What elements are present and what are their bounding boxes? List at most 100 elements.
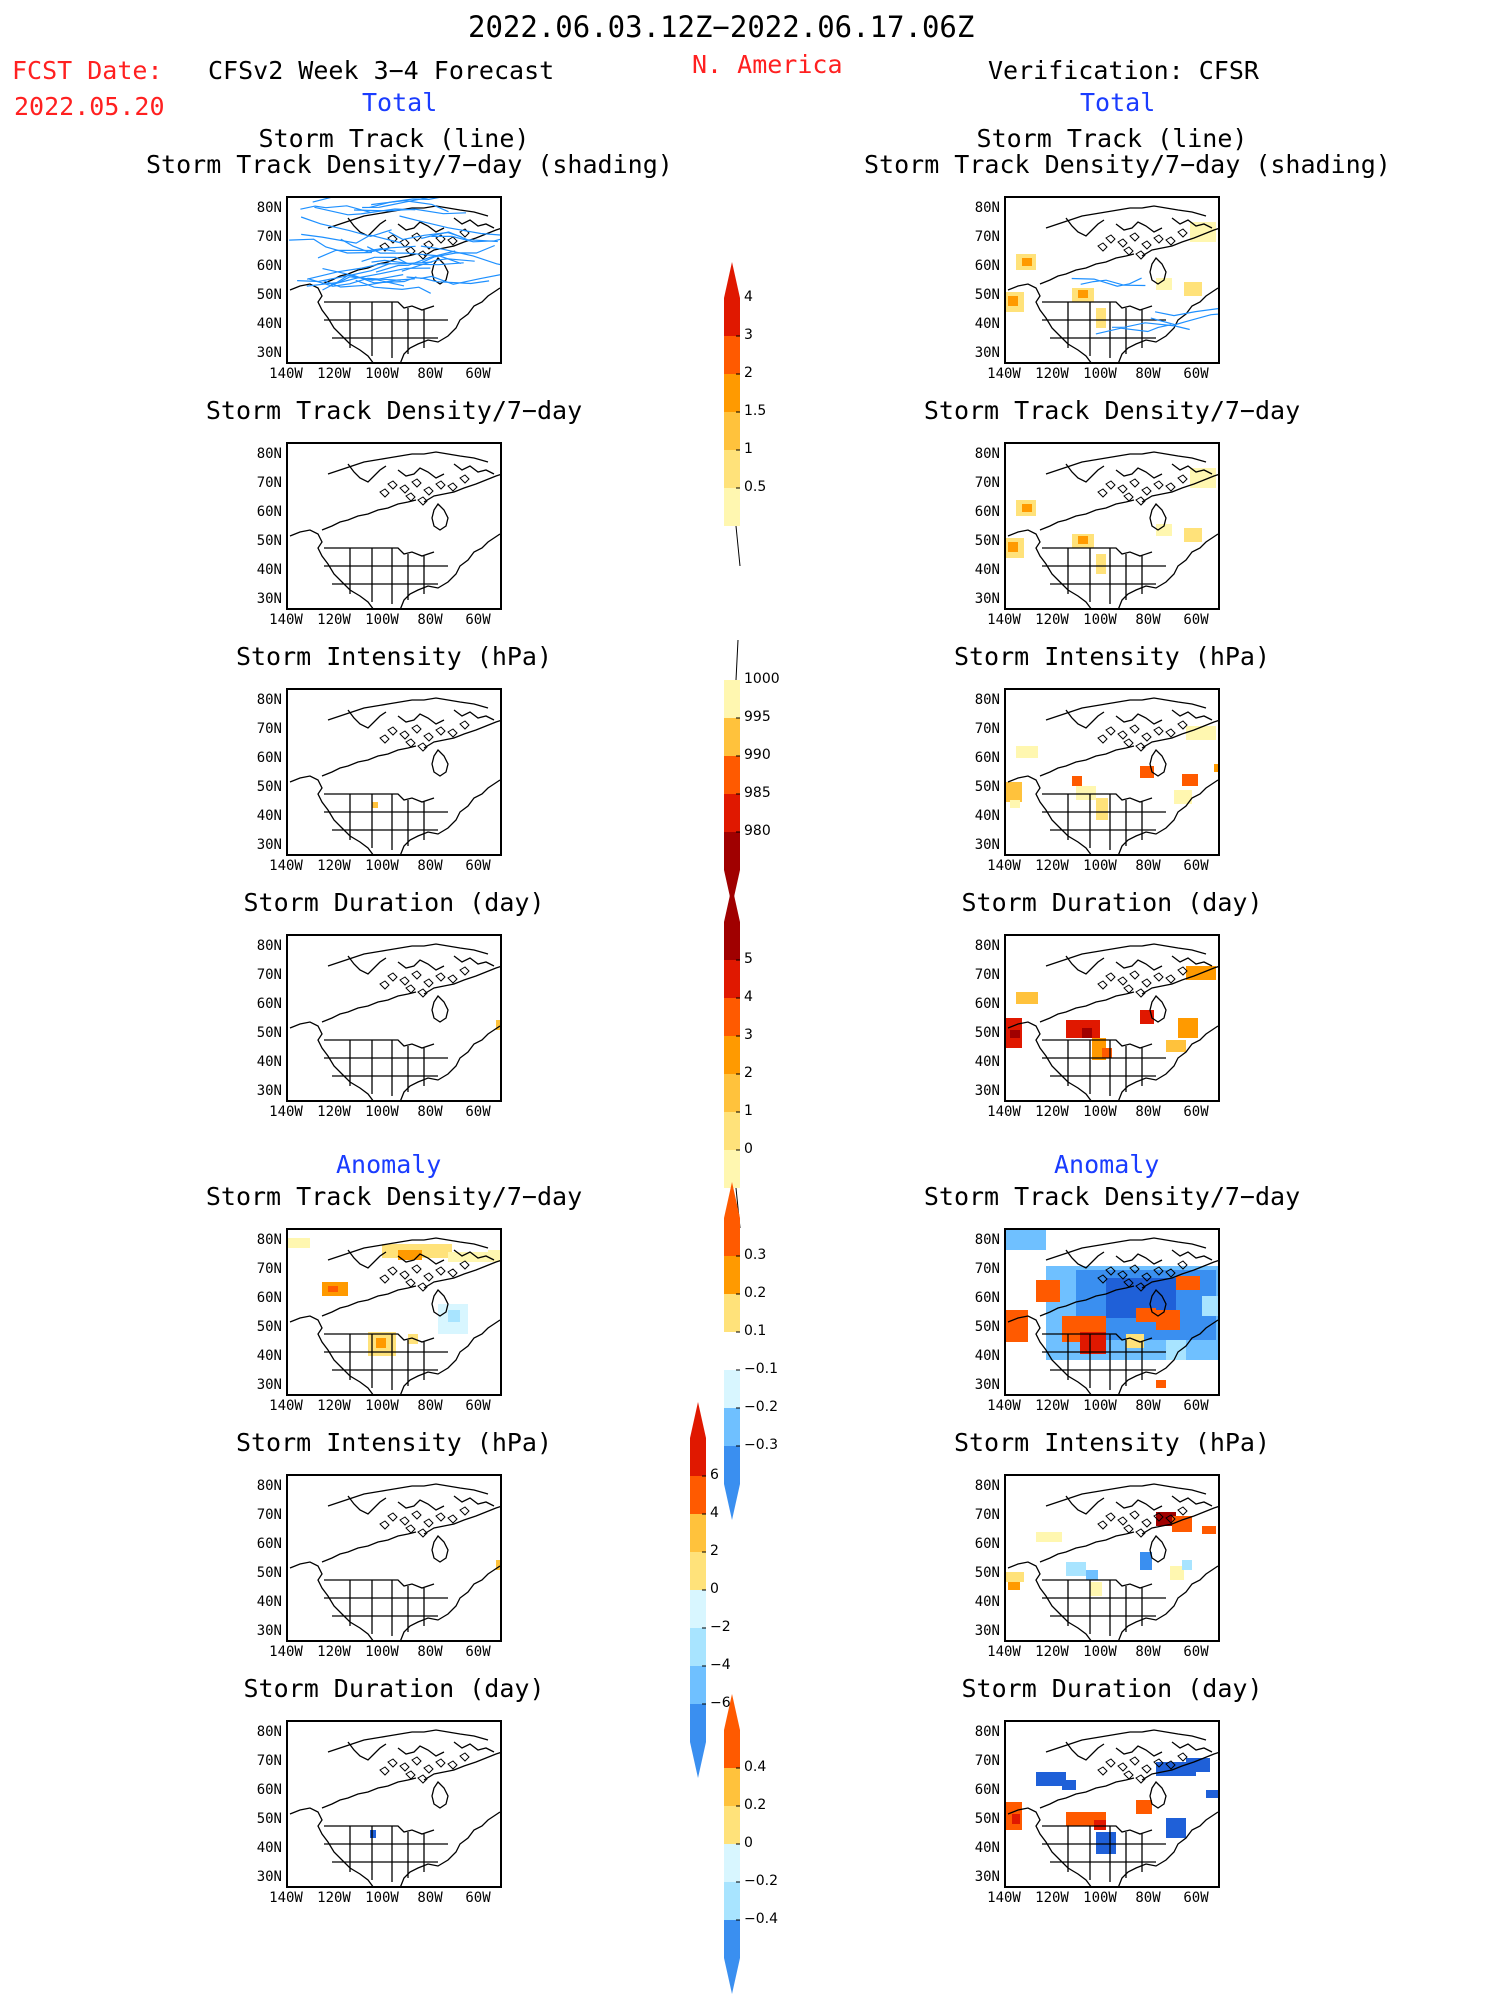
lat-tick-label: 40N	[974, 1348, 1000, 1364]
storm-track-line	[1150, 313, 1218, 326]
lat-tick-label: 70N	[256, 721, 282, 737]
shaded-cell	[1078, 536, 1088, 544]
lat-tick-label: 30N	[974, 591, 1000, 607]
colorbar-density-total	[724, 262, 741, 567]
lat-tick-label: 30N	[256, 837, 282, 853]
colorbar-label: 1	[744, 1103, 753, 1119]
shaded-cell	[1202, 1296, 1218, 1316]
shaded-cell	[372, 802, 378, 808]
shaded-cell	[1182, 1560, 1192, 1570]
shaded-cell	[1136, 1800, 1152, 1814]
storm-track-line	[322, 278, 415, 288]
lon-tick-label: 140W	[987, 858, 1021, 874]
shaded-cell	[496, 1020, 500, 1030]
lat-tick-label: 80N	[256, 1724, 282, 1740]
lon-tick-label: 80W	[417, 612, 443, 628]
lat-tick-label: 70N	[256, 1753, 282, 1769]
storm-track-line	[406, 276, 490, 285]
colorbar-segment	[724, 374, 740, 412]
lat-tick-label: 70N	[256, 475, 282, 491]
colorbar-label: 0	[744, 1141, 753, 1157]
map-left-r6	[286, 1474, 502, 1642]
lat-tick-label: 60N	[974, 1536, 1000, 1552]
storm-track-line	[366, 246, 462, 264]
shaded-cell	[1166, 1818, 1186, 1838]
panel-title-intensity-left-r6: Storm Intensity (hPa)	[235, 1428, 553, 1457]
storm-track-line	[1071, 277, 1142, 287]
shaded-cell	[1008, 296, 1018, 306]
lon-tick-label: 60W	[1183, 1398, 1209, 1414]
colorbar-arrow-top	[724, 1182, 740, 1218]
shaded-cell	[398, 1250, 422, 1260]
lon-tick-label: 80W	[1135, 366, 1161, 382]
colorbar-label: 0	[710, 1581, 719, 1597]
lat-tick-label: 80N	[256, 200, 282, 216]
storm-track-line	[375, 250, 456, 273]
coastline	[1007, 451, 1218, 608]
lon-tick-label: 60W	[1183, 612, 1209, 628]
lat-tick-label: 80N	[256, 1232, 282, 1248]
shaded-cell	[1156, 278, 1172, 290]
lon-tick-label: 100W	[1083, 1104, 1117, 1120]
storm-track-line	[353, 208, 467, 215]
lat-tick-label: 40N	[256, 1348, 282, 1364]
panel-title-density-right-r5: Storm Track Density/7−day	[923, 1182, 1301, 1211]
lat-tick-label: 30N	[974, 1869, 1000, 1885]
fcst-date-label: FCST Date:	[12, 56, 163, 85]
lat-tick-label: 70N	[974, 475, 1000, 491]
panel-title-duration-left-r4: Storm Duration (day)	[243, 888, 545, 917]
colorbar-label: −0.4	[744, 1911, 778, 1927]
colorbar-segment	[724, 718, 740, 756]
colorbar-segment	[724, 336, 740, 374]
storm-track-line	[314, 206, 416, 216]
lat-tick-label: 50N	[974, 1811, 1000, 1827]
lat-tick-label: 50N	[256, 287, 282, 303]
lon-tick-label: 120W	[1035, 366, 1069, 382]
map-right-r5	[1004, 1228, 1220, 1396]
lon-tick-label: 80W	[417, 366, 443, 382]
map-left-r3	[286, 688, 502, 856]
lon-tick-label: 100W	[1083, 366, 1117, 382]
map-svg	[289, 697, 500, 854]
lon-tick-label: 80W	[1135, 858, 1161, 874]
lat-tick-label: 70N	[974, 721, 1000, 737]
colorbar-segment	[690, 1514, 706, 1552]
colorbar-label: 0.3	[744, 1247, 767, 1263]
colorbar-arrow-top	[724, 262, 740, 298]
lat-tick-label: 30N	[974, 1623, 1000, 1639]
lon-tick-label: 100W	[1083, 1644, 1117, 1660]
lat-tick-label: 80N	[974, 938, 1000, 954]
colorbar-segment	[690, 1704, 706, 1742]
lat-tick-label: 30N	[974, 837, 1000, 853]
colorbar-segment	[724, 1920, 740, 1958]
shaded-cell	[448, 1252, 488, 1262]
colorbar-segment	[724, 298, 740, 336]
map-right-r2	[1004, 442, 1220, 610]
colorbar-segment	[724, 1332, 740, 1370]
shaded-cell	[1008, 1582, 1020, 1590]
colorbar-arrow-top	[724, 886, 740, 922]
colorbar-segment	[690, 1476, 706, 1514]
shaded-cell	[1096, 308, 1106, 328]
panel-title-density-left-r2: Storm Track Density/7−day	[205, 396, 583, 425]
map-right-r7	[1004, 1720, 1220, 1888]
lat-tick-label: 80N	[974, 1232, 1000, 1248]
shaded-cell	[1184, 528, 1202, 542]
colorbar-label: 5	[744, 951, 753, 967]
lat-tick-label: 70N	[974, 1507, 1000, 1523]
lon-tick-label: 60W	[465, 366, 491, 382]
coastline	[1007, 1729, 1218, 1886]
lat-tick-label: 60N	[256, 504, 282, 520]
colorbar-segment	[724, 998, 740, 1036]
lon-tick-label: 140W	[987, 612, 1021, 628]
lon-tick-label: 120W	[1035, 1398, 1069, 1414]
colorbar-label: 0.1	[744, 1323, 767, 1339]
lon-tick-label: 60W	[465, 612, 491, 628]
storm-track-line	[362, 198, 429, 209]
panel-title-intensity-left-r3: Storm Intensity (hPa)	[235, 642, 553, 671]
lon-tick-label: 100W	[365, 858, 399, 874]
lon-tick-label: 100W	[365, 1104, 399, 1120]
lon-tick-label: 120W	[317, 1104, 351, 1120]
lat-tick-label: 30N	[256, 345, 282, 361]
map-left-r7	[286, 1720, 502, 1888]
